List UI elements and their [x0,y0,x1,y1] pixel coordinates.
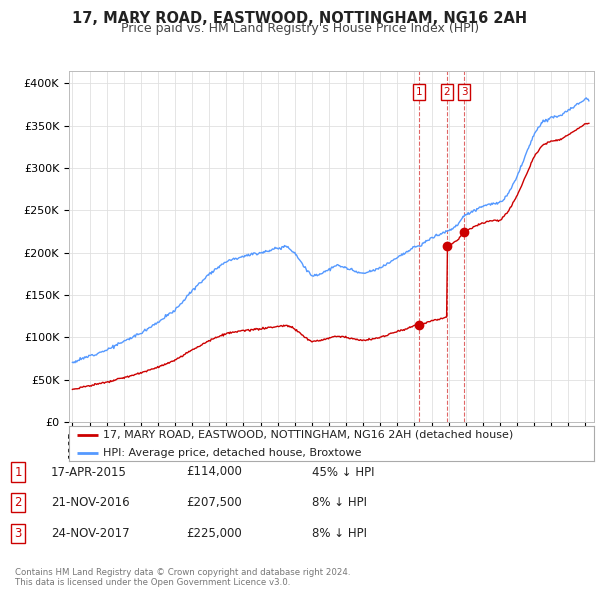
Text: 45% ↓ HPI: 45% ↓ HPI [312,466,374,478]
Text: Contains HM Land Registry data © Crown copyright and database right 2024.
This d: Contains HM Land Registry data © Crown c… [15,568,350,587]
Text: 1: 1 [14,466,22,478]
Text: £114,000: £114,000 [186,466,242,478]
Text: 2: 2 [443,87,450,97]
Text: 1: 1 [416,87,423,97]
Text: 8% ↓ HPI: 8% ↓ HPI [312,527,367,540]
Text: 3: 3 [14,527,22,540]
Text: £207,500: £207,500 [186,496,242,509]
Text: 17, MARY ROAD, EASTWOOD, NOTTINGHAM, NG16 2AH: 17, MARY ROAD, EASTWOOD, NOTTINGHAM, NG1… [73,11,527,25]
Text: 24-NOV-2017: 24-NOV-2017 [51,527,130,540]
Text: HPI: Average price, detached house, Broxtowe: HPI: Average price, detached house, Brox… [103,448,362,457]
Text: 8% ↓ HPI: 8% ↓ HPI [312,496,367,509]
Text: 17, MARY ROAD, EASTWOOD, NOTTINGHAM, NG16 2AH (detached house): 17, MARY ROAD, EASTWOOD, NOTTINGHAM, NG1… [103,430,514,440]
Text: £225,000: £225,000 [186,527,242,540]
Text: 2: 2 [14,496,22,509]
Text: 17-APR-2015: 17-APR-2015 [51,466,127,478]
Text: Price paid vs. HM Land Registry's House Price Index (HPI): Price paid vs. HM Land Registry's House … [121,22,479,35]
Text: 3: 3 [461,87,467,97]
Text: 21-NOV-2016: 21-NOV-2016 [51,496,130,509]
